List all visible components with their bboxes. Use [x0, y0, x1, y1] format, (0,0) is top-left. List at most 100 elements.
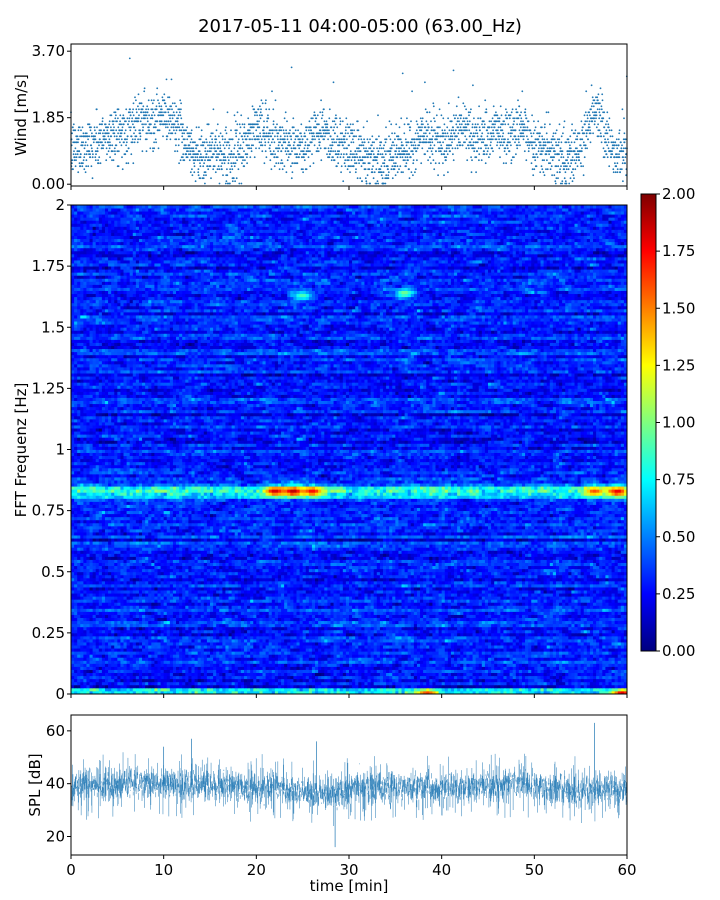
- wind-point: [322, 111, 324, 113]
- spectrogram-cell: [590, 679, 593, 682]
- spectrogram-cell: [191, 666, 194, 669]
- spectrogram-cell: [102, 685, 105, 688]
- wind-point: [91, 150, 93, 152]
- wind-point: [153, 141, 155, 143]
- spectrogram-cell: [71, 673, 74, 676]
- spectrogram-cell: [398, 676, 401, 679]
- wind-point: [425, 132, 427, 134]
- wind-point: [314, 138, 316, 140]
- spectrogram-cell: [346, 673, 349, 676]
- wind-point: [519, 114, 521, 116]
- wind-point: [501, 114, 503, 116]
- spectrogram-cell: [494, 685, 497, 688]
- wind-point: [372, 165, 374, 167]
- wind-point: [360, 135, 362, 137]
- spectrogram-cell: [136, 685, 139, 688]
- wind-point: [380, 168, 382, 170]
- wind-point: [523, 135, 525, 137]
- spectrogram-cell: [414, 679, 417, 682]
- wind-point: [277, 132, 279, 134]
- wind-point: [422, 117, 424, 119]
- wind-point: [332, 144, 334, 146]
- wind-point: [392, 177, 394, 179]
- spectrogram-cell: [99, 670, 102, 673]
- spectrogram-cell: [222, 663, 225, 666]
- wind-point: [303, 156, 305, 158]
- wind-point: [569, 135, 571, 137]
- wind-point: [555, 141, 557, 143]
- spectrogram-cell: [547, 688, 550, 691]
- spectrogram-cell: [392, 688, 395, 691]
- wind-point: [353, 165, 355, 167]
- spectrogram-cell: [303, 676, 306, 679]
- spectrogram-cell: [402, 666, 405, 669]
- wind-point: [425, 126, 427, 128]
- spectrogram-cell: [142, 679, 145, 682]
- spectrogram-cell: [500, 685, 503, 688]
- wind-point: [475, 171, 477, 173]
- wind-point: [515, 153, 517, 155]
- spectrogram-cell: [510, 666, 513, 669]
- spectrogram-cell: [568, 688, 571, 691]
- spectrogram-cell: [74, 676, 77, 679]
- spectrogram-cell: [256, 682, 259, 685]
- wind-point: [275, 162, 277, 164]
- spectrogram-cell: [414, 685, 417, 688]
- spectrogram-cell: [469, 685, 472, 688]
- wind-point: [269, 159, 271, 161]
- wind-point: [95, 132, 97, 134]
- spectrogram-cell: [244, 682, 247, 685]
- wind-point: [309, 132, 311, 134]
- wind-point: [233, 162, 235, 164]
- wind-point: [319, 144, 321, 146]
- spectrogram-cell: [562, 685, 565, 688]
- wind-point: [568, 138, 570, 140]
- wind-point: [74, 129, 76, 131]
- spectrogram-cell: [482, 685, 485, 688]
- spectrogram-cell: [83, 670, 86, 673]
- spectrogram-cell: [460, 670, 463, 673]
- wind-point: [318, 138, 320, 140]
- spectrogram-cell: [358, 682, 361, 685]
- wind-point: [456, 144, 458, 146]
- wind-point: [126, 138, 128, 140]
- wind-point: [113, 120, 115, 122]
- wind-point: [509, 126, 511, 128]
- spectrogram-cell: [528, 688, 531, 691]
- wind-point: [121, 129, 123, 131]
- spectrogram-cell: [145, 685, 148, 688]
- wind-point: [330, 147, 332, 149]
- wind-point: [277, 138, 279, 140]
- spectrogram-cell: [185, 688, 188, 691]
- spectrogram-cell: [179, 670, 182, 673]
- wind-point: [241, 162, 243, 164]
- spectrogram-cell: [525, 663, 528, 666]
- spectrogram-cell: [556, 679, 559, 682]
- wind-point: [564, 177, 566, 179]
- wind-point: [246, 132, 248, 134]
- wind-point: [166, 123, 168, 125]
- wind-point: [310, 126, 312, 128]
- wind-point: [363, 126, 365, 128]
- spectrogram-cell: [602, 679, 605, 682]
- wind-point: [306, 126, 308, 128]
- wind-point: [154, 132, 156, 134]
- spectrogram-cell: [182, 679, 185, 682]
- wind-point: [129, 117, 131, 119]
- wind-point: [464, 141, 466, 143]
- spectrogram-cell: [133, 682, 136, 685]
- spectrogram-cell: [507, 670, 510, 673]
- spectrogram-cell: [173, 673, 176, 676]
- wind-point: [500, 126, 502, 128]
- spectrogram-cell: [173, 676, 176, 679]
- spectrogram-cell: [383, 676, 386, 679]
- wind-point: [601, 108, 603, 110]
- wind-point: [118, 165, 120, 167]
- spectrogram-cell: [263, 682, 266, 685]
- wind-point: [109, 138, 111, 140]
- wind-point: [416, 120, 418, 122]
- spectrogram-cell: [454, 688, 457, 691]
- wind-point: [498, 132, 500, 134]
- spectrogram-cell: [621, 673, 624, 676]
- spectrogram-cell: [448, 682, 451, 685]
